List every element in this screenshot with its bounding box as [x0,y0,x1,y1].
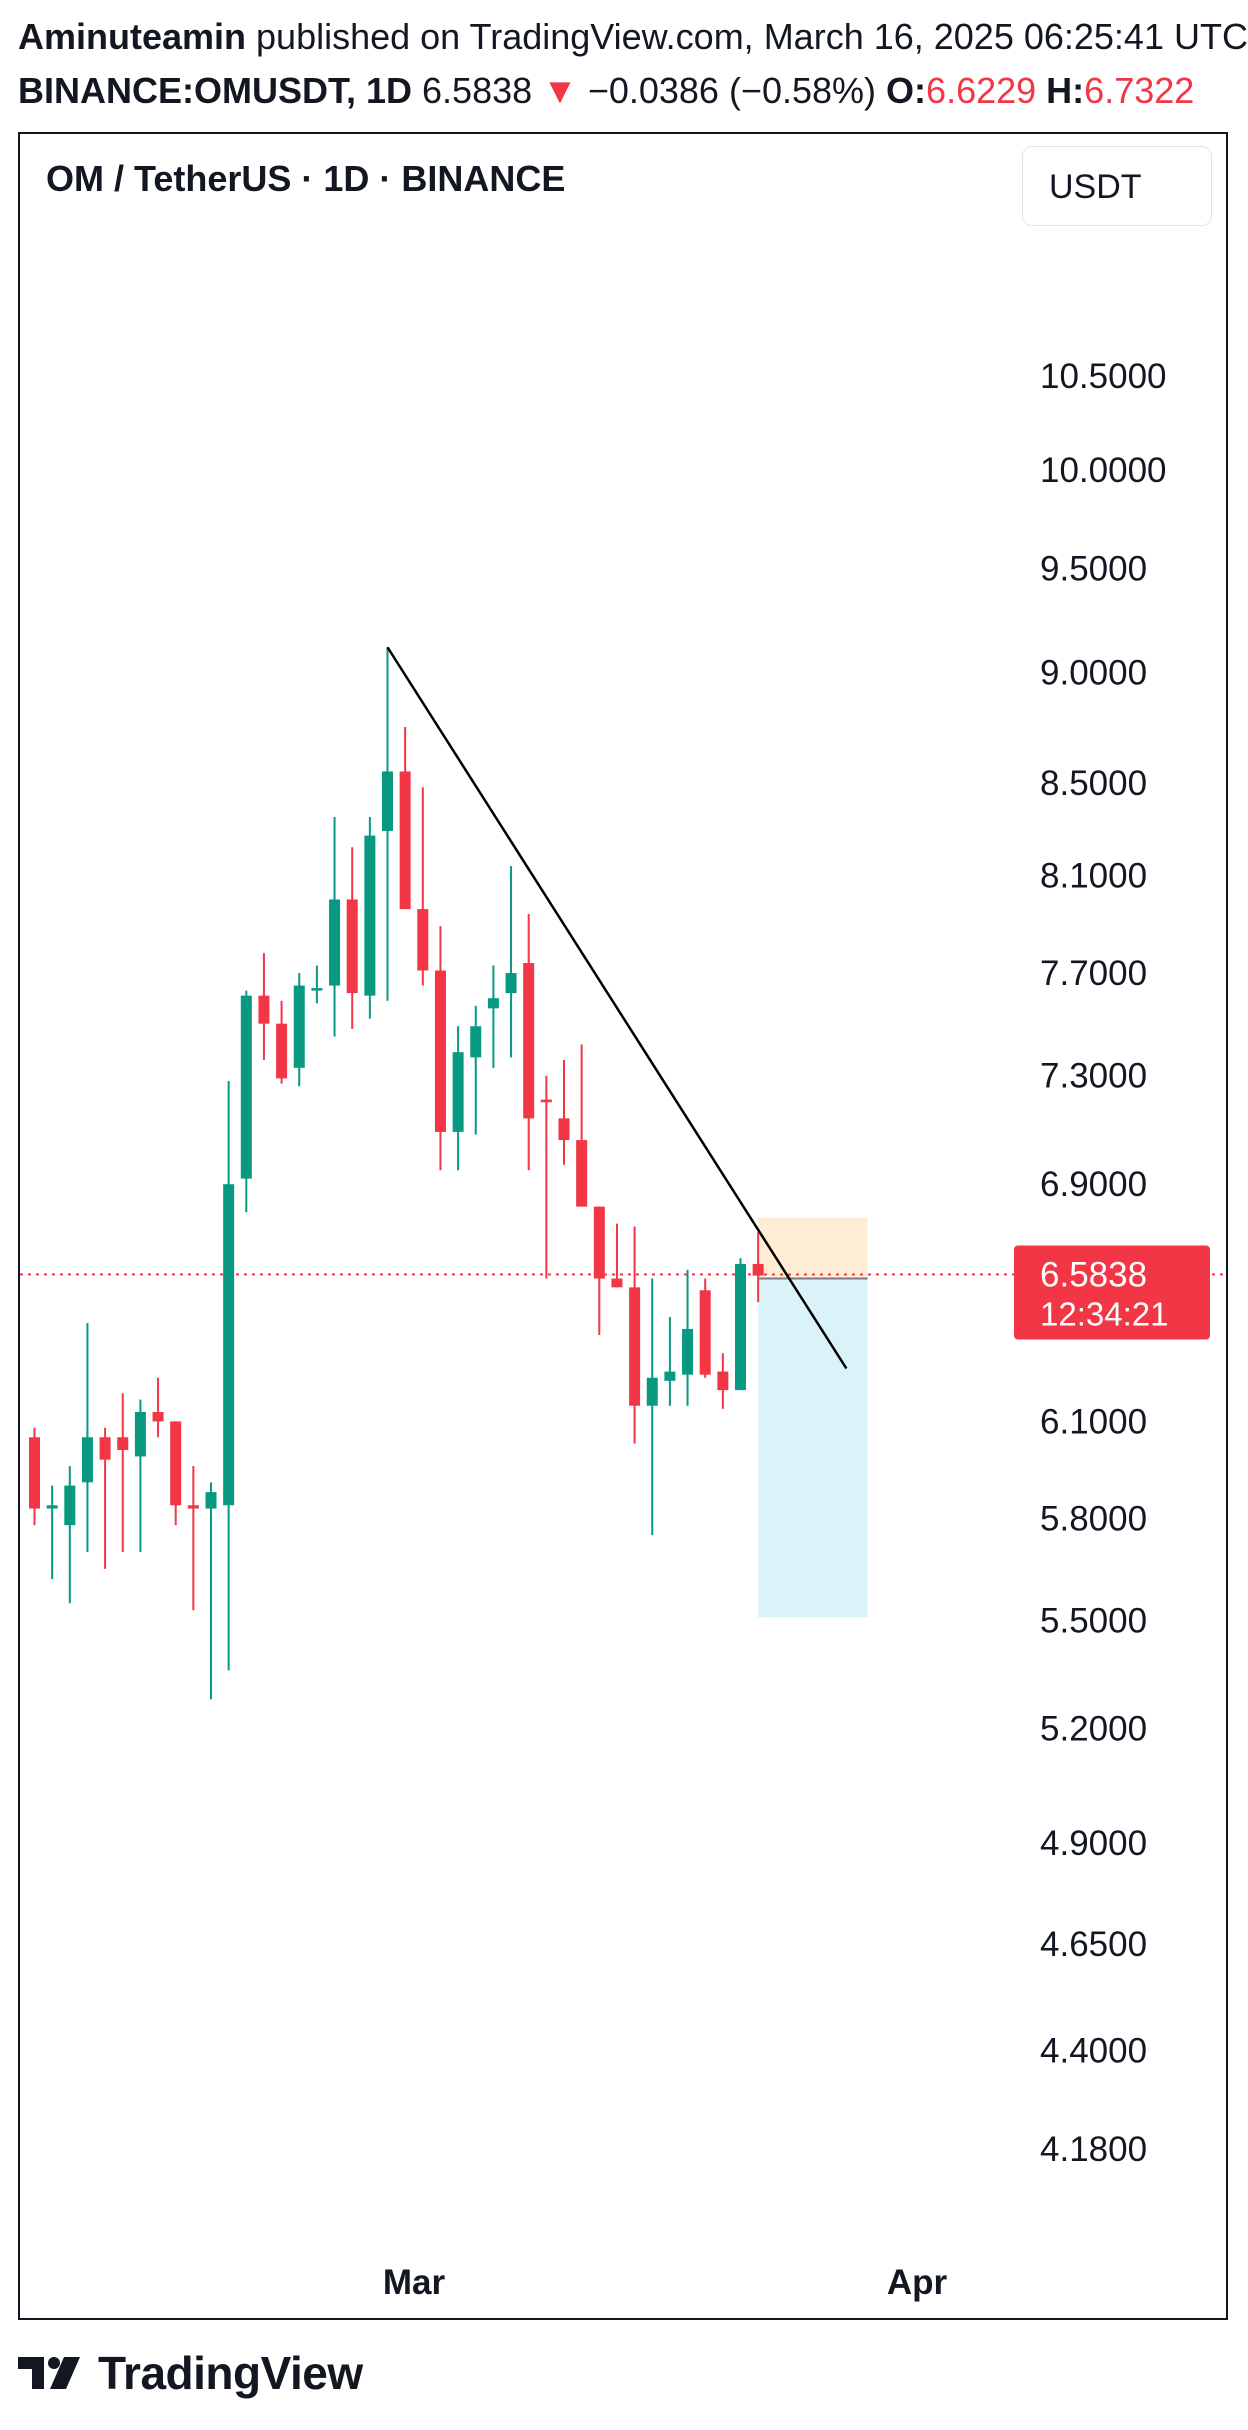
high-label: H: [1046,70,1085,111]
trendline [386,646,848,1370]
y-axis-tick-label: 8.5000 [1040,764,1147,803]
candle-body [134,1411,146,1457]
tradingview-logo-icon [18,2357,80,2389]
price-change: −0.0386 (−0.58%) [587,70,877,111]
candle-body [487,998,499,1009]
candle-body [223,1184,235,1506]
target-zone [758,1278,868,1618]
candle-body [205,1492,217,1509]
candle-body [717,1371,729,1391]
candle-body [646,1377,658,1406]
last-price-label: 6.5838 [1040,1255,1147,1294]
candle-body [170,1421,182,1506]
candle-body [399,771,411,910]
candle-body [611,1278,623,1288]
candle-body [29,1437,40,1509]
candle-body [576,1140,588,1207]
candle-body [505,973,517,994]
symbol-line: BINANCE:OMUSDT, 1D 6.5838 ▼ −0.0386 (−0.… [18,64,1248,118]
stop-zone [758,1217,868,1279]
candle-body [470,1026,482,1058]
candle-body [329,899,341,986]
candle-body [382,771,393,831]
candle-body [364,835,376,996]
brand-name: TradingView [98,2347,363,2399]
publish-line: Aminuteamin published on TradingView.com… [18,10,1248,64]
high-value: 6.7322 [1084,70,1195,111]
candle-body [452,1052,464,1132]
tradingview-logo[interactable]: TradingView [18,2346,363,2400]
candle-body [558,1118,570,1141]
countdown-label: 12:34:21 [1040,1295,1168,1332]
chart-frame: 10.5000 10.0000 9.5000 9.0000 8.5000 8.1000 7.… [18,132,1228,2320]
candle-body [346,899,358,994]
last-price: 6.5838 [422,70,533,111]
candle-body [240,995,252,1179]
y-axis-tick-label: 7.7000 [1040,954,1147,993]
candle-body [152,1411,164,1422]
y-axis-tick-label: 4.1800 [1040,2130,1147,2169]
candle-body [187,1505,199,1509]
chart-title: OM / TetherUS · 1D · BINANCE [46,158,566,199]
candle-body [258,995,270,1024]
candle-body [664,1371,676,1381]
open-value: 6.6229 [926,70,1037,111]
open-label: O: [886,70,927,111]
candle-body [417,909,429,971]
y-axis-tick-label: 4.6500 [1040,1925,1147,1964]
candle-body [699,1290,711,1375]
y-axis-tick-label: 4.4000 [1040,2031,1147,2070]
y-axis-tick-label: 10.0000 [1040,451,1167,490]
candle-body [99,1437,111,1460]
candle-body [735,1263,746,1391]
candle-body [434,970,446,1132]
candle-body [629,1287,641,1406]
y-axis-tick-label: 5.5000 [1040,1602,1147,1641]
y-axis-tick-label: 9.0000 [1040,654,1147,693]
price-chart[interactable]: 10.5000 10.0000 9.5000 9.0000 8.5000 8.1000 7.… [20,134,1226,2318]
symbol-name: BINANCE:OMUSDT, 1D [18,70,413,111]
author-name[interactable]: Aminuteamin [18,16,247,57]
candle-body [117,1437,129,1451]
candle-body [540,1099,552,1103]
y-axis-tick-label: 6.1000 [1040,1402,1147,1441]
y-axis-tick-label: 7.3000 [1040,1057,1147,1096]
y-axis-tick-label: 10.5000 [1040,357,1167,396]
x-axis-tick-label: Apr [887,2263,948,2302]
currency-selector[interactable]: USDT [1022,146,1212,226]
y-axis-tick-label: 5.8000 [1040,1499,1147,1538]
last-price-badge [1014,1245,1210,1340]
candle-body [276,1023,288,1079]
candle-body [46,1505,58,1509]
published-text: published on TradingView.com, March 16, … [246,16,1248,57]
y-axis-tick-label: 6.9000 [1040,1165,1147,1204]
candle-body [593,1206,605,1279]
y-axis-tick-label: 5.2000 [1040,1710,1147,1749]
candle-body [752,1263,764,1276]
candle-body [293,985,305,1068]
y-axis-tick-label: 8.1000 [1040,857,1147,896]
candle-body [81,1437,93,1483]
y-axis-tick-label: 9.5000 [1040,550,1147,589]
candle-body [523,963,535,1119]
chart-header-info: Aminuteamin published on TradingView.com… [18,10,1248,118]
y-axis-tick-label: 4.9000 [1040,1824,1147,1863]
candle-body [64,1485,76,1526]
change-down-icon: ▼ [542,70,578,111]
candle-body [311,988,323,991]
x-axis-tick-label: Mar [383,2263,446,2302]
candle-body [682,1328,694,1375]
